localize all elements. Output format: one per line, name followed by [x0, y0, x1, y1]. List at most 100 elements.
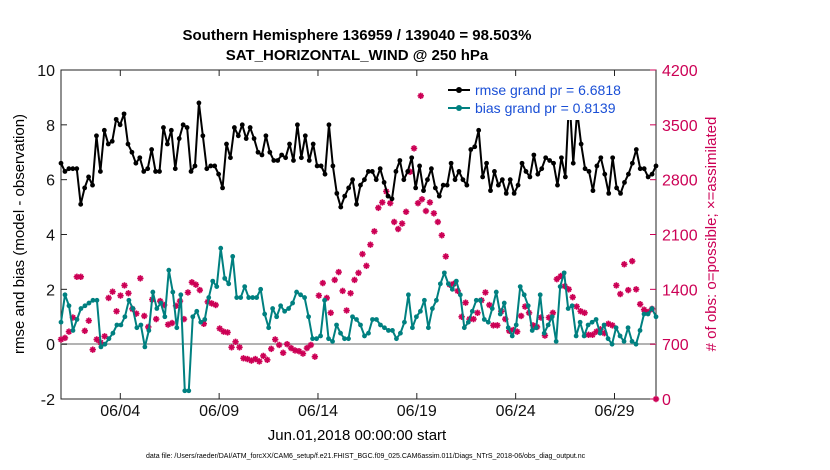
rmse-point	[105, 141, 111, 147]
rmse-point	[472, 144, 478, 150]
obs-count-point	[486, 301, 493, 309]
obs-marker-stroke	[621, 261, 628, 268]
x-tick-label: 06/19	[397, 403, 437, 420]
bias-point	[70, 328, 76, 333]
rmse-series	[58, 92, 659, 210]
bias-point	[354, 317, 359, 322]
rmse-point	[373, 177, 379, 183]
bias-point	[533, 325, 539, 331]
rmse-point	[559, 155, 564, 161]
obs-marker-stroke	[641, 306, 647, 313]
bias-point	[433, 297, 439, 303]
bias-point	[290, 300, 296, 306]
rmse-point	[460, 177, 466, 183]
rmse-point	[66, 166, 72, 172]
rmse-point	[488, 188, 493, 194]
rmse-point	[417, 163, 422, 169]
obs-marker-stroke	[141, 313, 148, 319]
y-axis-label-right: # of obs: o=possible; ×=assimilated	[703, 117, 720, 352]
obs-count-point	[442, 253, 449, 260]
rmse-point	[519, 160, 525, 166]
x-tick-label: 06/04	[100, 403, 140, 420]
obs-marker-stroke	[220, 328, 227, 335]
obs-count-point	[652, 395, 660, 403]
bias-point	[501, 300, 507, 306]
obs-count-point	[367, 241, 374, 248]
obs-marker-stroke	[629, 258, 636, 264]
rmse-point	[429, 166, 434, 172]
obs-marker-stroke	[347, 290, 354, 297]
obs-count-point	[307, 341, 315, 349]
bias-point	[90, 297, 96, 303]
bias-point	[182, 388, 188, 394]
obs-marker-stroke	[308, 342, 314, 348]
obs-marker-stroke	[653, 396, 659, 402]
legend-box	[444, 79, 649, 120]
obs-marker-stroke	[228, 344, 235, 351]
obs-marker-stroke	[427, 199, 433, 206]
rmse-point	[184, 125, 190, 130]
rmse-point	[129, 149, 135, 155]
bias-point	[545, 322, 551, 328]
rmse-point	[121, 111, 127, 117]
bias-point	[418, 308, 423, 314]
rmse-point	[464, 182, 470, 188]
rmse-point	[492, 169, 497, 174]
rmse-point	[251, 136, 257, 141]
obs-marker-stroke	[387, 200, 394, 206]
obs-count-point	[371, 228, 378, 235]
rmse-point	[523, 169, 529, 174]
rmse-point	[74, 166, 80, 172]
bias-point	[541, 330, 547, 336]
rmse-point	[614, 185, 619, 191]
rmse-point	[602, 171, 608, 177]
bias-point	[390, 328, 395, 333]
obs-marker-stroke	[625, 287, 632, 293]
bias-point	[62, 292, 68, 298]
bias-point	[653, 314, 659, 320]
rmse-point	[594, 163, 600, 169]
obs-count-point	[105, 294, 112, 302]
obs-count-point	[343, 307, 350, 314]
obs-marker-stroke	[494, 322, 501, 329]
obs-marker-stroke	[462, 299, 469, 306]
obs-count-point	[125, 290, 132, 297]
right-tick-label: 2800	[662, 173, 698, 190]
rmse-point	[448, 160, 454, 166]
bias-point	[170, 289, 176, 295]
bias-point	[406, 292, 411, 298]
bias-point	[477, 297, 483, 303]
obs-count-point	[287, 344, 295, 352]
right-tick-label: 700	[662, 337, 689, 354]
obs-marker-stroke	[339, 288, 346, 294]
bias-point	[122, 314, 128, 320]
rmse-point	[94, 133, 99, 139]
rmse-point	[551, 160, 556, 166]
obs-count-point	[212, 301, 219, 309]
obs-marker-stroke	[518, 313, 524, 319]
rmse-point	[275, 158, 281, 163]
x-tick-label: 06/29	[594, 403, 634, 420]
rmse-point	[432, 185, 438, 191]
rmse-point	[527, 174, 533, 180]
obs-count-point	[335, 268, 342, 276]
legend-rmse-marker	[456, 87, 462, 93]
x-tick-label: 06/24	[496, 403, 536, 420]
bias-point	[398, 330, 403, 336]
bias-point	[162, 314, 168, 320]
obs-count-point	[272, 336, 279, 343]
rmse-point	[622, 180, 627, 185]
rmse-point	[606, 190, 612, 196]
rmse-point	[58, 160, 64, 166]
left-tick-labels: -2 0 2 4 6 8 10	[37, 63, 55, 409]
bias-point	[625, 325, 631, 331]
obs-marker-stroke	[403, 208, 409, 215]
rmse-point	[283, 155, 288, 161]
obs-marker-stroke	[272, 336, 279, 343]
rmse-point	[385, 193, 391, 199]
obs-count-point	[621, 261, 628, 268]
obs-marker-stroke	[438, 232, 445, 239]
obs-marker-stroke	[417, 93, 424, 99]
left-tick-label: -2	[41, 392, 55, 409]
